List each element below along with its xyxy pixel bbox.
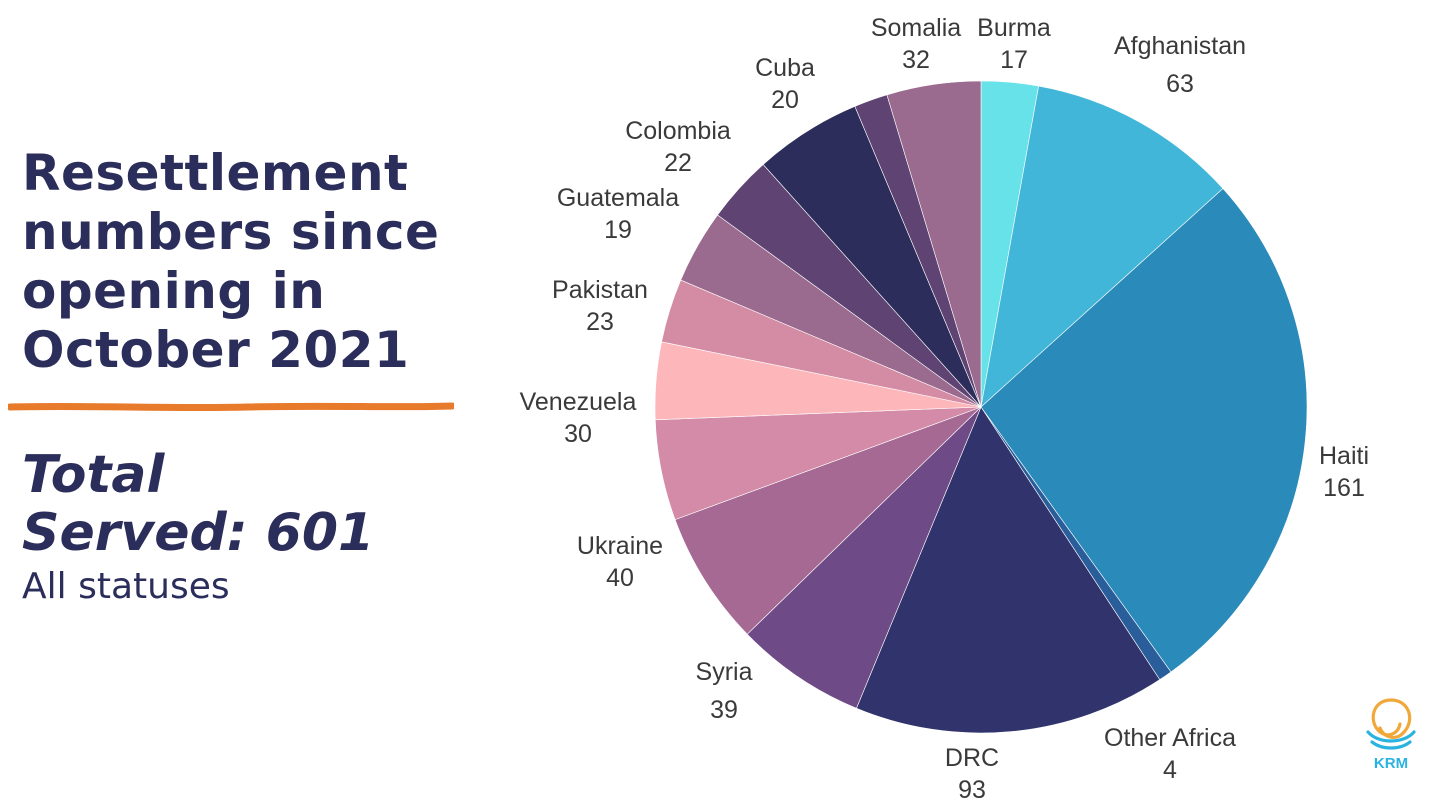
value-ukraine: 40 [606, 564, 634, 592]
value-syria: 39 [710, 696, 738, 724]
value-pakistan: 23 [586, 308, 614, 336]
label-drc: DRC [945, 744, 999, 772]
value-afghanistan: 63 [1166, 70, 1194, 98]
value-colombia: 22 [664, 149, 692, 177]
total-value: Served: 601 [22, 503, 375, 563]
page-title: Resettlement numbers since opening in Oc… [22, 144, 440, 379]
value-cuba: 20 [771, 86, 799, 114]
orange-divider [8, 402, 454, 412]
label-syria: Syria [696, 658, 753, 686]
total-served: Total Served: 601 [22, 446, 462, 562]
logo-text: KRM [1374, 755, 1408, 772]
slice-haiti [980, 188, 1308, 673]
value-burma: 17 [1000, 46, 1028, 74]
label-burma: Burma [977, 14, 1051, 42]
label-ukraine: Ukraine [577, 532, 663, 560]
slice-unlabeled-14 [886, 80, 982, 408]
value-other-africa: 4 [1163, 756, 1177, 784]
slice-ukraine [674, 406, 982, 635]
value-drc: 93 [958, 776, 986, 801]
label-colombia: Colombia [625, 117, 731, 145]
label-other-africa: Other Africa [1104, 724, 1236, 752]
slice-afghanistan [980, 85, 1224, 408]
label-somalia: Somalia [871, 14, 961, 42]
label-guatemala: Guatemala [557, 184, 679, 212]
slice-drc [856, 406, 1161, 734]
label-cuba: Cuba [755, 54, 815, 82]
label-afghanistan: Afghanistan [1114, 32, 1246, 60]
value-somalia: 32 [902, 46, 930, 74]
value-guatemala: 19 [604, 216, 632, 244]
slice-syria [746, 406, 982, 709]
krm-logo: KRM [1366, 698, 1416, 772]
label-pakistan: Pakistan [552, 276, 648, 304]
label-haiti: Haiti [1319, 442, 1369, 470]
value-haiti: 161 [1323, 474, 1365, 502]
total-label: Total [22, 445, 165, 505]
label-venezuela: Venezuela [520, 388, 637, 416]
subtitle: All statuses [22, 566, 230, 607]
value-venezuela: 30 [564, 420, 592, 448]
pie-slices [654, 80, 1308, 734]
pie-labels: Burma 17 Afghanistan 63 Haiti 161 Other Africa… [520, 14, 1369, 801]
